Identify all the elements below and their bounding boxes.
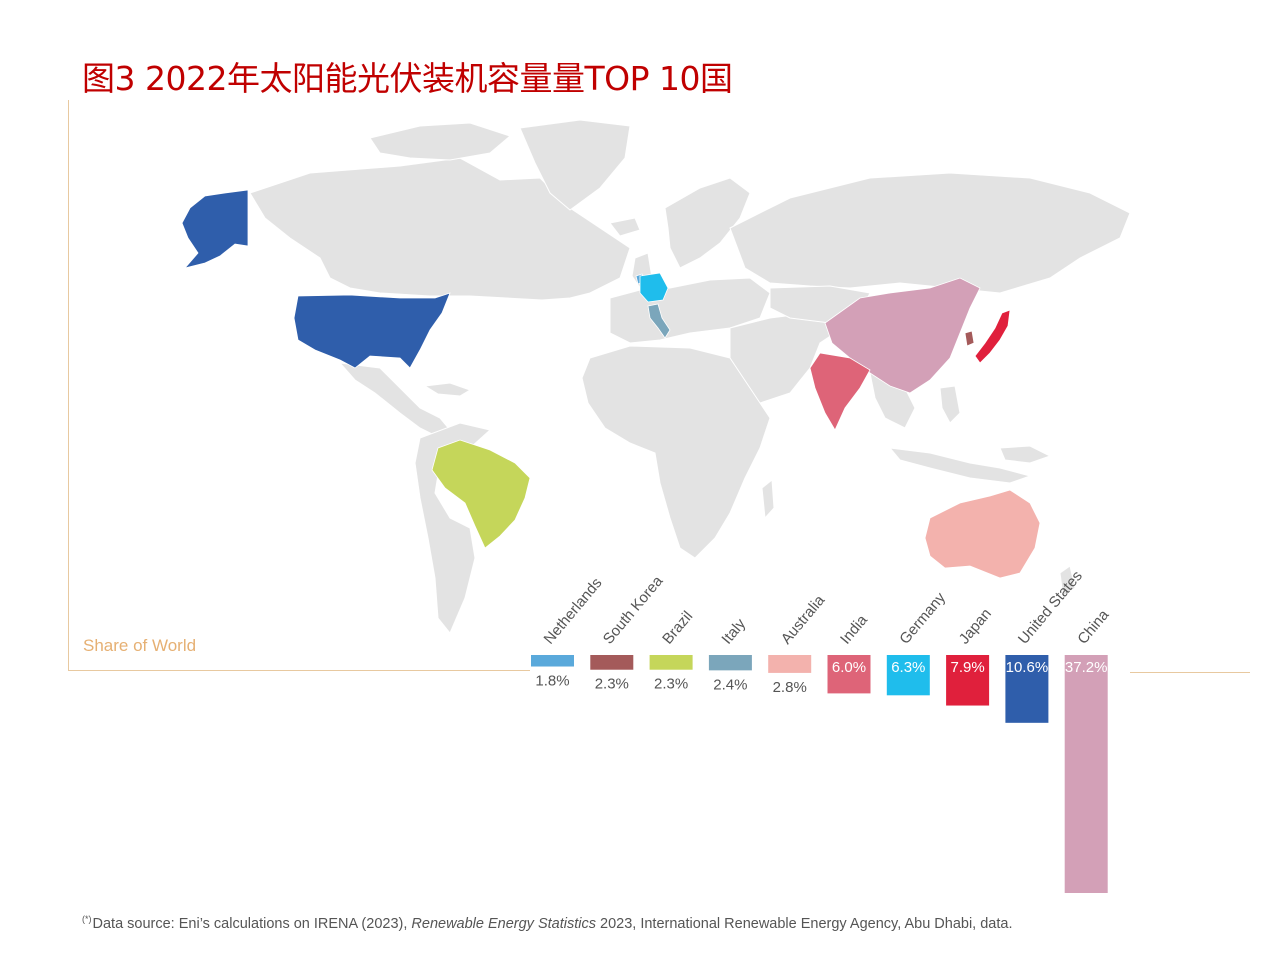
value-label-india: 6.0% bbox=[832, 659, 866, 676]
bar-italy bbox=[708, 655, 752, 671]
category-label-south-korea: South Korea bbox=[600, 572, 667, 647]
land-arctic-islands bbox=[369, 122, 512, 161]
land-madagascar bbox=[761, 479, 775, 520]
footnote-mark: (*) bbox=[82, 914, 92, 924]
value-label-brazil: 2.3% bbox=[654, 676, 688, 693]
value-label-united-states: 10.6% bbox=[1006, 659, 1049, 676]
map-land-base bbox=[249, 119, 1131, 634]
country-south-korea bbox=[964, 330, 975, 347]
map-highlighted-countries bbox=[181, 189, 1041, 579]
bar-germany bbox=[886, 655, 930, 696]
category-label-china: China bbox=[1074, 606, 1113, 647]
footnote-text-end: 2023, International Renewable Energy Age… bbox=[595, 916, 1013, 932]
value-label-japan: 7.9% bbox=[950, 659, 984, 676]
share-of-world-label: Share of World bbox=[83, 636, 197, 655]
country-italy bbox=[647, 303, 671, 339]
land-russia bbox=[729, 172, 1131, 294]
country-australia bbox=[924, 489, 1041, 579]
country-brazil bbox=[431, 439, 531, 549]
footnote-publication: Renewable Energy Statistics bbox=[411, 916, 596, 932]
category-label-australia: Australia bbox=[778, 591, 829, 647]
bar-united-states bbox=[1005, 655, 1049, 723]
country-alaska bbox=[181, 189, 249, 269]
country-india bbox=[809, 352, 871, 431]
country-united-states bbox=[293, 292, 451, 369]
value-label-italy: 2.4% bbox=[713, 676, 747, 693]
bar-india bbox=[827, 655, 871, 694]
land-africa bbox=[581, 345, 771, 559]
land-indonesia bbox=[888, 447, 1032, 484]
bar-south-korea bbox=[590, 655, 634, 670]
land-new-guinea bbox=[999, 445, 1052, 464]
frame-bottom-line-right bbox=[1130, 672, 1250, 673]
category-label-india: India bbox=[837, 611, 871, 647]
frame-left-line bbox=[68, 100, 69, 671]
bar-japan bbox=[946, 655, 990, 706]
country-japan bbox=[974, 309, 1011, 364]
country-germany bbox=[639, 272, 669, 303]
value-label-south-korea: 2.3% bbox=[595, 676, 629, 693]
category-label-germany: Germany bbox=[896, 589, 949, 648]
bar-brazil bbox=[649, 655, 693, 670]
land-greenland bbox=[519, 119, 631, 211]
land-south-america bbox=[414, 422, 492, 634]
data-source-footnote: (*)Data source: Eni’s calculations on IR… bbox=[82, 914, 1012, 932]
land-caribbean bbox=[423, 382, 472, 397]
frame-bottom-line-left bbox=[68, 670, 530, 671]
category-label-netherlands: Netherlands bbox=[541, 575, 606, 648]
value-label-china: 37.2% bbox=[1065, 659, 1108, 676]
figure-title: 图3 2022年太阳能光伏装机容量量TOP 10国 bbox=[82, 59, 733, 98]
world-map bbox=[181, 119, 1131, 634]
category-label-japan: Japan bbox=[956, 605, 995, 647]
bar-australia bbox=[768, 655, 812, 673]
value-label-australia: 2.8% bbox=[773, 679, 807, 696]
category-label-italy: Italy bbox=[718, 615, 749, 647]
land-philippines bbox=[939, 385, 961, 424]
land-iceland bbox=[609, 217, 641, 237]
category-label-brazil: Brazil bbox=[659, 608, 696, 648]
land-north-america bbox=[249, 157, 631, 301]
value-label-germany: 6.3% bbox=[891, 659, 925, 676]
bar-china bbox=[1064, 655, 1108, 893]
land-new-zealand bbox=[1059, 565, 1076, 597]
value-label-netherlands: 1.8% bbox=[535, 673, 569, 690]
land-scandinavia bbox=[664, 177, 751, 269]
footnote-text-start: Data source: Eni’s calculations on IRENA… bbox=[92, 916, 412, 932]
bar-netherlands bbox=[531, 655, 574, 667]
